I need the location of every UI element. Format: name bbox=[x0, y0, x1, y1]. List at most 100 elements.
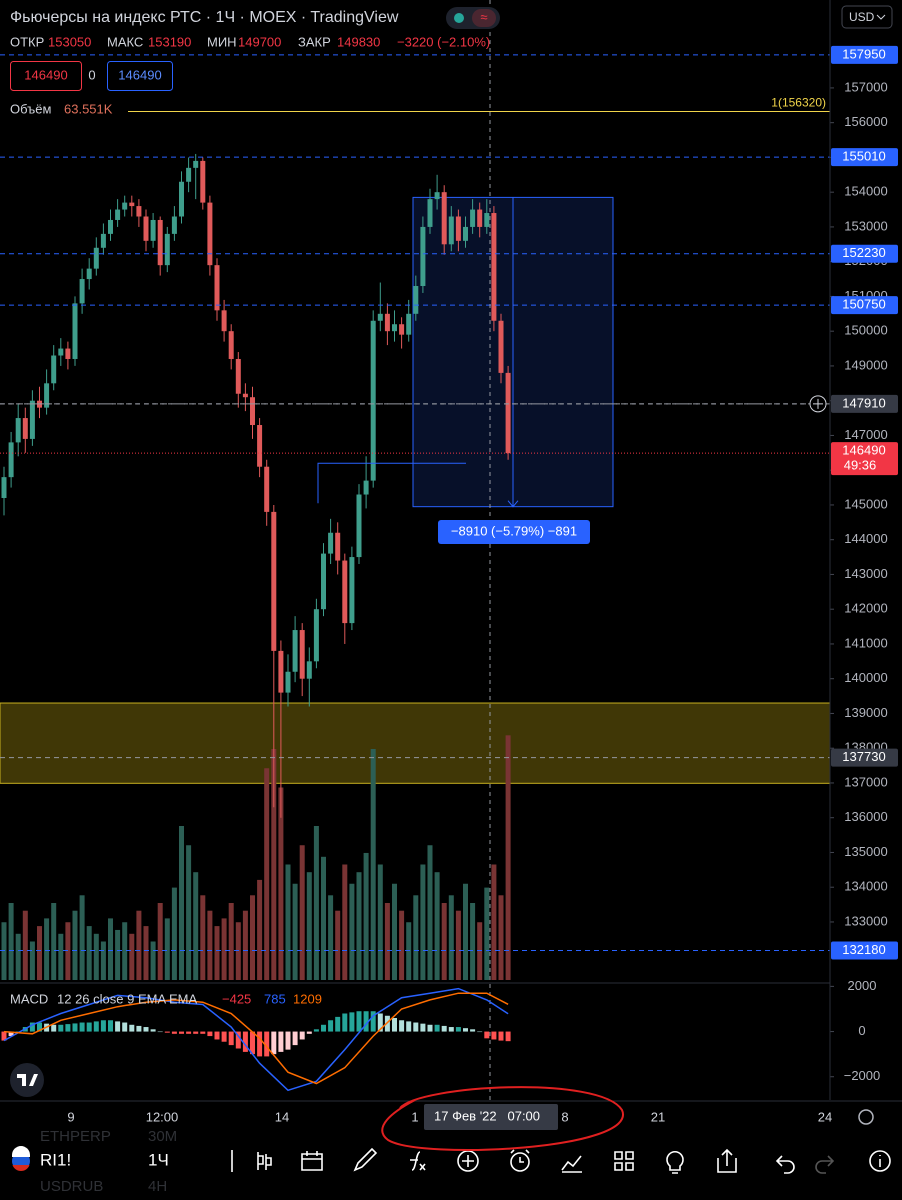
candle-body bbox=[29, 400, 35, 439]
volume-bar bbox=[72, 910, 78, 980]
y-tick-label: 147000 bbox=[844, 427, 887, 442]
macd-histogram-bar bbox=[136, 1025, 142, 1032]
candle-body bbox=[455, 216, 461, 241]
y-tick-label: 133000 bbox=[844, 913, 887, 928]
volume-bar bbox=[278, 787, 284, 980]
sell-button[interactable] bbox=[10, 61, 82, 91]
candle-body bbox=[285, 671, 291, 693]
macd-histogram-bar bbox=[100, 1020, 106, 1032]
volume-bar bbox=[100, 941, 106, 980]
macd-histogram-bar bbox=[420, 1023, 426, 1032]
level-label: 150750 bbox=[842, 297, 885, 312]
volume-bar bbox=[448, 895, 454, 980]
currency[interactable]: USD bbox=[849, 10, 875, 24]
candle-body bbox=[15, 418, 21, 443]
macd-y-tick-label: 2000 bbox=[848, 978, 877, 993]
volume-bar bbox=[58, 933, 64, 980]
candle-body bbox=[22, 418, 28, 439]
level-label: 132180 bbox=[842, 942, 885, 957]
tv-logo[interactable] bbox=[10, 1063, 44, 1097]
toolbar-interval[interactable]: 1Ч bbox=[148, 1150, 169, 1169]
macd-histogram-bar bbox=[306, 1031, 312, 1034]
macd-histogram-bar bbox=[498, 1031, 504, 1041]
y-tick-label: 156000 bbox=[844, 114, 887, 129]
macd-y-tick-label: −2000 bbox=[844, 1068, 881, 1083]
undo-icon[interactable] bbox=[775, 1155, 795, 1174]
toolbar-symbol[interactable]: RI1! bbox=[40, 1150, 71, 1169]
bar-style-icon[interactable] bbox=[257, 1152, 272, 1170]
last-price-box bbox=[831, 442, 898, 476]
macd-histogram-bar bbox=[384, 1015, 390, 1032]
y-tick-label: 135000 bbox=[844, 844, 887, 859]
buy-button[interactable] bbox=[107, 61, 173, 91]
volume-bar bbox=[505, 735, 511, 980]
redo-icon[interactable] bbox=[815, 1155, 835, 1174]
volume-bar bbox=[242, 910, 248, 980]
candle-body bbox=[1, 477, 7, 498]
y-tick-label: 144000 bbox=[844, 531, 887, 546]
info-icon[interactable] bbox=[869, 1150, 891, 1172]
candle-body bbox=[413, 286, 419, 314]
y-tick-label: 157000 bbox=[844, 79, 887, 94]
candle-body bbox=[143, 216, 149, 241]
signal-line-value: 1209 bbox=[293, 991, 322, 1006]
level-label: 147910 bbox=[842, 395, 885, 410]
candle-body bbox=[477, 209, 483, 227]
indicator-icon[interactable] bbox=[410, 1151, 426, 1171]
macd-histogram-bar bbox=[463, 1028, 468, 1032]
macd-histogram-bar bbox=[108, 1020, 113, 1032]
settings-icon[interactable] bbox=[858, 1109, 874, 1125]
candle-body bbox=[100, 233, 106, 248]
hand-drawn-circle bbox=[381, 1086, 624, 1151]
sell-price[interactable]: 146490 bbox=[24, 67, 67, 82]
draw-icon[interactable] bbox=[353, 1147, 378, 1172]
level-label: 157950 bbox=[842, 46, 885, 61]
status-dot bbox=[454, 13, 464, 23]
currency-button[interactable] bbox=[841, 5, 893, 29]
candle-body bbox=[250, 397, 255, 426]
candle-body bbox=[8, 442, 14, 478]
level-label-box bbox=[831, 45, 898, 64]
flag-red bbox=[12, 1165, 30, 1172]
macd-histogram-bar bbox=[399, 1020, 405, 1032]
level-label-box bbox=[831, 394, 898, 413]
volume-bar bbox=[370, 749, 376, 980]
volume-bar bbox=[292, 883, 298, 980]
ohlc-value: 149700 bbox=[238, 34, 281, 49]
volume-bar bbox=[1, 922, 7, 980]
share-icon[interactable] bbox=[717, 1148, 737, 1173]
candle-body bbox=[228, 331, 234, 359]
layout-icon[interactable] bbox=[614, 1151, 634, 1171]
candle-body bbox=[235, 358, 241, 394]
volume-bar bbox=[171, 887, 177, 980]
volume-bar bbox=[136, 910, 142, 980]
ideas-icon[interactable] bbox=[666, 1151, 684, 1174]
volume-bar bbox=[207, 910, 213, 980]
volume-bar bbox=[150, 941, 156, 980]
spread: 0 bbox=[88, 67, 95, 82]
crosshair-add-plus bbox=[813, 398, 823, 409]
ohlc-label: ЗАКР bbox=[298, 34, 331, 49]
volume-bar bbox=[122, 922, 128, 980]
compare-icon[interactable] bbox=[301, 1151, 323, 1171]
level-label-box bbox=[831, 244, 898, 263]
volume-bar bbox=[15, 933, 21, 980]
x-tick-label: 12:00 bbox=[146, 1109, 179, 1124]
alert-icon[interactable] bbox=[510, 1152, 530, 1172]
volume-bar bbox=[29, 941, 35, 980]
candle-body bbox=[278, 650, 284, 693]
tv-logo-mark bbox=[17, 1074, 38, 1086]
ohlc-label: МАКС bbox=[107, 34, 143, 49]
buy-price[interactable]: 146490 bbox=[118, 67, 161, 82]
candle-body bbox=[79, 279, 85, 304]
replay-icon[interactable] bbox=[561, 1155, 582, 1173]
faded-symbol: USDRUB bbox=[40, 1178, 103, 1195]
measure-label: −8910 (−5.79%) −891 bbox=[451, 523, 577, 538]
volume-bar bbox=[157, 903, 163, 980]
macd-histogram-bar bbox=[342, 1013, 348, 1032]
macd-histogram-bar bbox=[392, 1018, 397, 1032]
macd-y-tick-label: 0 bbox=[858, 1023, 865, 1038]
candle-body bbox=[356, 494, 362, 558]
